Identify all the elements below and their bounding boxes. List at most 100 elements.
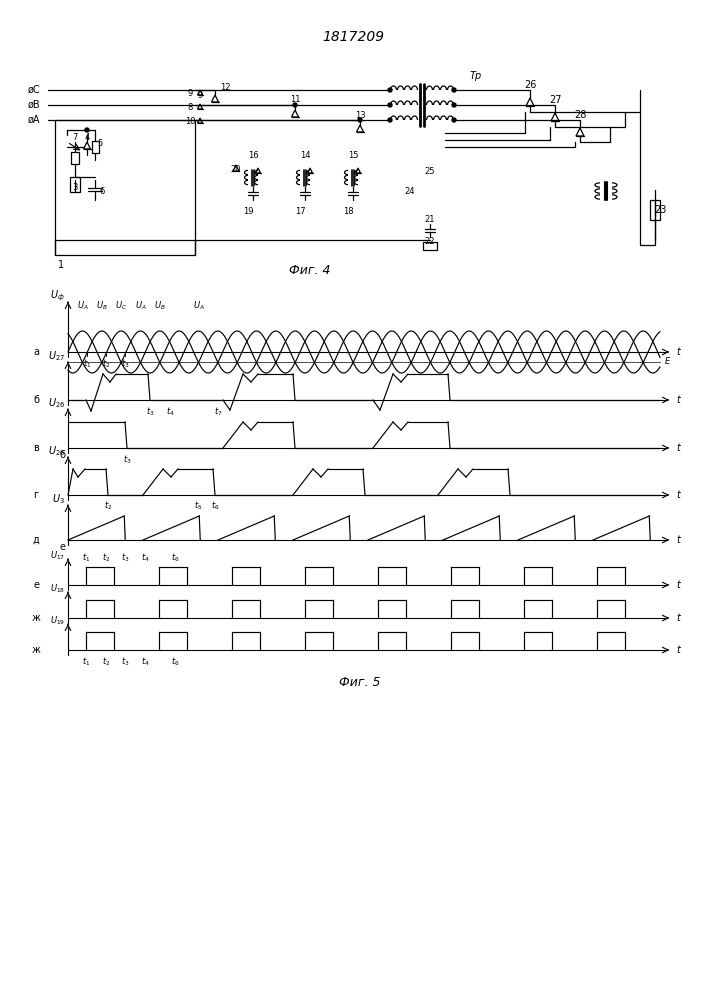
Text: 7: 7 (72, 133, 78, 142)
Text: $U_{27}$: $U_{27}$ (48, 349, 65, 363)
Text: $t_1$: $t_1$ (83, 357, 91, 369)
Text: $U_A$: $U_A$ (135, 300, 147, 312)
Text: 11: 11 (290, 96, 300, 104)
Text: $U_ф$: $U_ф$ (50, 289, 65, 303)
Text: д: д (33, 535, 40, 545)
Text: $U_B$: $U_B$ (96, 300, 108, 312)
Text: б: б (33, 395, 39, 405)
Text: øA: øA (28, 115, 40, 125)
Text: 9: 9 (197, 91, 203, 100)
Text: 12: 12 (220, 83, 230, 92)
Text: е: е (59, 542, 65, 552)
Text: $t_1$: $t_1$ (82, 655, 90, 668)
Text: 17: 17 (295, 208, 305, 217)
Text: 22: 22 (425, 237, 436, 246)
Text: $U_B$: $U_B$ (154, 300, 166, 312)
Text: $t_6$: $t_6$ (211, 500, 219, 512)
Text: 4: 4 (84, 133, 90, 142)
Circle shape (452, 88, 456, 92)
Text: $t_2$: $t_2$ (102, 655, 110, 668)
Text: $t_4$: $t_4$ (141, 552, 149, 564)
Text: е: е (33, 580, 39, 590)
Text: 8: 8 (187, 104, 193, 112)
Text: t: t (676, 347, 680, 357)
Text: $t_2$: $t_2$ (102, 552, 110, 564)
Bar (91, 141, 98, 153)
Text: $t_1$: $t_1$ (82, 552, 90, 564)
Text: $t_3$: $t_3$ (123, 453, 132, 466)
Bar (55, 120, 195, 255)
Text: Фиг. 5: Фиг. 5 (339, 676, 381, 688)
Text: t: t (676, 613, 680, 623)
Text: $t_4$: $t_4$ (165, 405, 175, 418)
Text: в: в (33, 443, 39, 453)
Text: 28: 28 (574, 110, 586, 120)
Text: $t_2$: $t_2$ (104, 500, 112, 512)
Text: 25: 25 (425, 167, 436, 176)
Text: 6: 6 (99, 188, 105, 196)
Text: 16: 16 (247, 150, 258, 159)
Text: 10: 10 (185, 117, 195, 126)
Text: 20: 20 (230, 165, 241, 174)
Text: 15: 15 (348, 150, 358, 159)
Text: 27: 27 (549, 95, 561, 105)
Text: 9: 9 (187, 90, 192, 99)
Circle shape (388, 103, 392, 107)
Circle shape (452, 118, 456, 122)
Text: t: t (676, 645, 680, 655)
Text: t: t (676, 580, 680, 590)
Text: 19: 19 (243, 208, 253, 217)
Circle shape (293, 103, 297, 107)
Text: øB: øB (28, 100, 40, 110)
Text: a: a (33, 347, 39, 357)
Circle shape (452, 103, 456, 107)
Text: $U_{18}$: $U_{18}$ (49, 582, 65, 595)
Text: øC: øC (28, 85, 40, 95)
Text: $t_3$: $t_3$ (146, 405, 154, 418)
Text: ж: ж (32, 613, 40, 623)
Text: $U_{19}$: $U_{19}$ (49, 614, 65, 627)
Bar (650, 200, 660, 220)
Text: t: t (676, 443, 680, 453)
Text: 24: 24 (404, 188, 415, 196)
Text: $t_4$: $t_4$ (141, 655, 149, 668)
Text: 1817209: 1817209 (322, 30, 384, 44)
Bar (423, 242, 437, 250)
Text: $U_{26}$: $U_{26}$ (47, 444, 65, 458)
Text: б: б (59, 450, 65, 460)
Text: 13: 13 (355, 110, 366, 119)
Circle shape (358, 118, 362, 122)
Bar (71, 152, 79, 164)
Text: t: t (676, 395, 680, 405)
Text: 3: 3 (72, 184, 78, 192)
Text: $U_3$: $U_3$ (52, 492, 65, 506)
Text: 26: 26 (524, 80, 536, 90)
Text: $t_2$: $t_2$ (102, 357, 110, 369)
Text: г: г (33, 490, 39, 500)
Text: $t_3$: $t_3$ (121, 357, 129, 369)
Text: 1: 1 (58, 260, 64, 270)
Text: t: t (676, 535, 680, 545)
Text: 18: 18 (343, 208, 354, 217)
Text: $U_{26}$: $U_{26}$ (47, 396, 65, 410)
Text: E: E (665, 358, 670, 366)
Text: $t_6$: $t_6$ (170, 552, 180, 564)
Circle shape (388, 88, 392, 92)
Text: $t_3$: $t_3$ (121, 655, 129, 668)
Text: $U_{17}$: $U_{17}$ (50, 550, 65, 562)
Bar (70, 177, 80, 192)
Circle shape (388, 118, 392, 122)
Circle shape (85, 128, 89, 132)
Text: 23: 23 (654, 205, 666, 215)
Text: 5: 5 (98, 139, 103, 148)
Text: Тр: Тр (470, 71, 482, 81)
Text: $t_3$: $t_3$ (121, 552, 129, 564)
Text: $t_5$: $t_5$ (194, 500, 202, 512)
Text: $t_7$: $t_7$ (214, 405, 222, 418)
Text: $U_A$: $U_A$ (193, 300, 205, 312)
Text: ж: ж (32, 645, 40, 655)
Text: $U_A$: $U_A$ (77, 300, 89, 312)
Text: $t_6$: $t_6$ (170, 655, 180, 668)
Text: $U_C$: $U_C$ (115, 300, 127, 312)
Text: 14: 14 (300, 150, 310, 159)
